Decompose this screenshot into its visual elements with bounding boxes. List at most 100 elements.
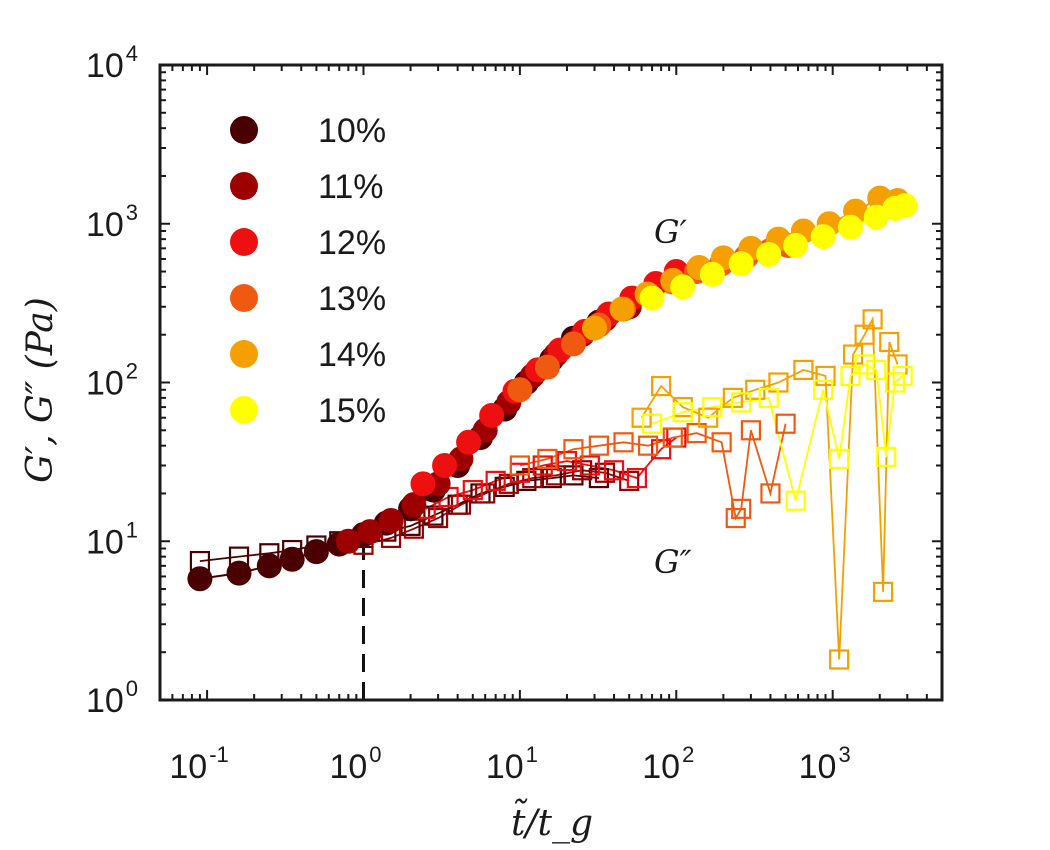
x-tick-label: 102 [642,742,694,786]
g-prime-point [728,251,754,277]
x-tick-label: 103 [799,742,851,786]
g-double-prime-point [613,432,634,453]
g-prime-point [670,274,696,300]
y-tick-label: 103 [86,200,138,244]
g-prime-point [335,528,361,554]
g-double-prime-point [603,460,625,481]
g-prime-point [479,402,505,428]
g-prime-point [303,539,329,565]
g-double-prime-point [626,467,647,489]
g-double-prime-point [758,387,779,408]
g-double-prime-point [793,359,814,381]
g-double-prime-point [760,483,781,504]
g-double-prime-point [872,581,894,602]
g-double-prime-point [740,420,762,441]
g-double-prime-line-12% [425,436,677,510]
legend-label: 15% [318,392,386,430]
x-tick-label: 101 [486,742,538,786]
plot-area [160,65,942,700]
g-double-prime-point [672,402,693,423]
g-double-prime-point [866,359,887,381]
g-double-prime-point [879,331,900,353]
legend-label: 14% [318,336,386,374]
g-double-prime-point [556,450,578,472]
g-double-prime-point [651,375,672,397]
g-double-prime-point [641,413,663,434]
x-tick-labels: 10-1 100 101 102 103 [169,742,850,786]
g-double-prime-point [813,379,834,400]
y-tick-label: 101 [86,517,138,561]
g-double-prime-point [785,490,806,511]
g-double-prime-point [829,649,850,670]
y-tick-label: 100 [86,676,138,720]
legend-label: 11% [318,168,384,206]
g-double-prime-point [651,439,672,460]
y-tick-label: 102 [86,359,138,403]
x-axis-title: t̃/t_g [511,799,593,844]
g-double-prime-point [775,413,796,434]
curve-annotation: G″ [654,543,692,581]
legend-marker [230,340,258,368]
legend-marker [230,116,258,144]
g-double-prime-point [579,455,600,476]
legend-marker [230,396,258,424]
g-prime-point [410,471,436,497]
g-double-prime-line-15% [651,363,904,501]
g-double-prime-line-11% [363,469,630,546]
g-double-prime-point [537,448,558,470]
g-prime-point [810,224,836,250]
g-double-prime-point [698,407,719,428]
g-double-prime-point [892,365,913,387]
legend-marker [230,284,258,312]
g-double-prime-point [862,309,883,330]
g-prime-point [609,296,635,322]
g-double-prime-point [876,446,897,467]
g-double-prime-point [662,427,683,448]
g-prime-point [582,315,608,341]
g-double-prime-point [588,435,609,456]
legend: 10% 11% 12% 13% 14% 15% [230,112,386,430]
curve-annotation: G′ [654,213,688,251]
legend-label: 10% [318,112,386,150]
g-prime-point [401,492,427,518]
annotations: G′ G″ [654,213,692,581]
g-prime-point [256,553,282,579]
g-double-prime-point [485,470,506,491]
g-prime-point [534,354,560,380]
y-tick-labels: 100 101 102 103 104 [86,41,138,720]
g-prime-point [378,508,404,534]
g-prime-point [187,566,213,592]
g-double-prime-point [631,407,652,428]
g-prime-point [279,546,305,572]
g-double-prime-point [563,439,584,460]
g-prime-point [357,519,383,545]
g-double-prime-point [731,498,752,519]
g-prime-point [432,453,458,479]
g-prime-point [756,242,782,268]
g-double-prime-point [509,455,530,476]
g-prime-markers [187,185,918,592]
g-prime-point [783,232,809,258]
legend-label: 13% [318,280,386,318]
g-double-prime-point [462,479,483,501]
g-prime-point [226,560,252,586]
g-prime-point [699,261,725,287]
plot-frame [158,63,944,702]
g-prime-point [507,377,533,403]
g-prime-point [639,285,665,311]
g-double-prime-point [731,392,752,413]
g-double-prime-markers [189,309,913,670]
g-double-prime-point [711,432,732,453]
g-double-prime-point [619,470,640,491]
g-double-prime-point [475,483,496,504]
g-prime-point [560,331,586,357]
g-double-prime-point [702,396,723,418]
legend-marker [230,228,258,256]
g-double-prime-point [423,505,444,526]
g-prime-point [838,214,864,240]
x-tick-label: 100 [329,742,381,786]
y-tick-label: 104 [86,41,138,85]
g-double-prime-point [829,448,850,470]
g-double-prime-point [498,473,519,494]
